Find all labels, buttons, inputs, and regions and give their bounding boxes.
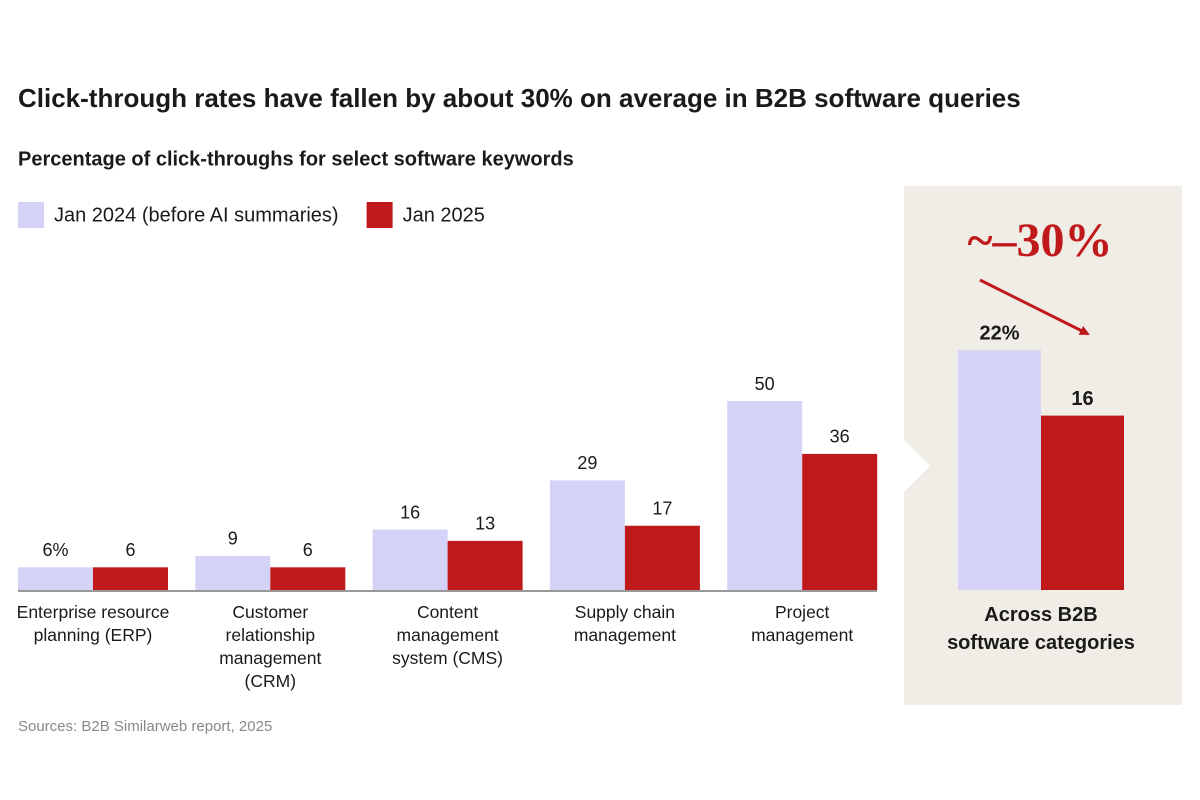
bar [372,529,448,590]
bar [195,555,271,590]
legend-label: Jan 2025 [403,204,485,226]
bar [18,567,93,590]
category-label: Across B2B software categories [947,604,1135,654]
annotation: ~–30% [968,214,1113,267]
bar [727,401,803,590]
bar [624,525,700,590]
bar [447,540,523,590]
value-label: 22% [979,322,1019,344]
value-label: 9 [228,529,238,549]
value-label: 50 [755,374,775,394]
chart-subtitle: Percentage of click-throughs for select … [18,148,574,170]
legend-swatch [366,202,393,228]
category-label: Customer relationship management (CRM) [219,602,322,691]
arrow [979,278,1090,336]
bar [549,480,625,590]
legend-swatch [18,202,44,228]
value-label: 17 [652,498,672,518]
value-label: 16 [1071,388,1093,410]
category-label: Content management system (CMS) [392,602,503,668]
panel-notch [904,440,930,492]
category-label: Enterprise resource planning (ERP) [16,602,170,645]
value-label: 16 [400,502,420,522]
value-label: 36 [830,427,850,447]
source: Sources: B2B Similarweb report, 2025 [18,718,272,735]
value-label: 6 [125,540,135,560]
category-label: Supply chain management [573,602,676,645]
value-label: 13 [475,514,495,534]
chart-title: Click-through rates have fallen by about… [18,83,1021,113]
bar [270,567,346,590]
bar [958,350,1041,590]
bar [93,567,168,590]
value-label: 6% [42,540,68,560]
legend-label: Jan 2024 (before AI summaries) [54,204,339,226]
value-label: 6 [303,540,313,560]
bar [802,453,878,590]
category-label: Project management [751,602,854,645]
bar [1041,415,1124,590]
value-label: 29 [577,453,597,473]
